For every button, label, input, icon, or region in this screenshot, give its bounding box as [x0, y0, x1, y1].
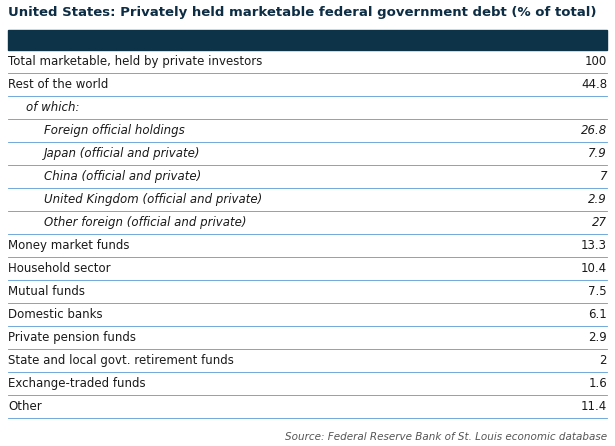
- Text: Money market funds: Money market funds: [8, 239, 130, 252]
- Text: 7: 7: [600, 170, 607, 183]
- Text: United States: Privately held marketable federal government debt (% of total): United States: Privately held marketable…: [8, 6, 597, 19]
- Bar: [8, 30, 607, 50]
- Text: China (official and private): China (official and private): [44, 170, 201, 183]
- Text: 44.8: 44.8: [581, 78, 607, 91]
- Text: Private pension funds: Private pension funds: [8, 331, 136, 344]
- Text: 1.6: 1.6: [589, 377, 607, 390]
- Text: 7.9: 7.9: [589, 147, 607, 160]
- Text: 27: 27: [592, 216, 607, 229]
- Text: Other foreign (official and private): Other foreign (official and private): [44, 216, 247, 229]
- Text: Total marketable, held by private investors: Total marketable, held by private invest…: [8, 55, 263, 68]
- Text: Source: Federal Reserve Bank of St. Louis economic database: Source: Federal Reserve Bank of St. Loui…: [285, 432, 607, 442]
- Text: 100: 100: [585, 55, 607, 68]
- Text: 11.4: 11.4: [581, 400, 607, 413]
- Text: 2.9: 2.9: [589, 331, 607, 344]
- Text: Exchange-traded funds: Exchange-traded funds: [8, 377, 146, 390]
- Text: 6.1: 6.1: [589, 308, 607, 321]
- Text: 13.3: 13.3: [581, 239, 607, 252]
- Text: Japan (official and private): Japan (official and private): [44, 147, 200, 160]
- Text: of which:: of which:: [26, 101, 79, 114]
- Text: United Kingdom (official and private): United Kingdom (official and private): [44, 193, 262, 206]
- Text: 7.5: 7.5: [589, 285, 607, 298]
- Text: Mutual funds: Mutual funds: [8, 285, 85, 298]
- Text: 10.4: 10.4: [581, 262, 607, 275]
- Text: Other: Other: [8, 400, 42, 413]
- Text: 2.9: 2.9: [589, 193, 607, 206]
- Text: Rest of the world: Rest of the world: [8, 78, 108, 91]
- Text: 26.8: 26.8: [581, 124, 607, 137]
- Text: State and local govt. retirement funds: State and local govt. retirement funds: [8, 354, 234, 367]
- Text: Foreign official holdings: Foreign official holdings: [44, 124, 184, 137]
- Text: 2: 2: [600, 354, 607, 367]
- Text: Household sector: Household sector: [8, 262, 111, 275]
- Text: Domestic banks: Domestic banks: [8, 308, 103, 321]
